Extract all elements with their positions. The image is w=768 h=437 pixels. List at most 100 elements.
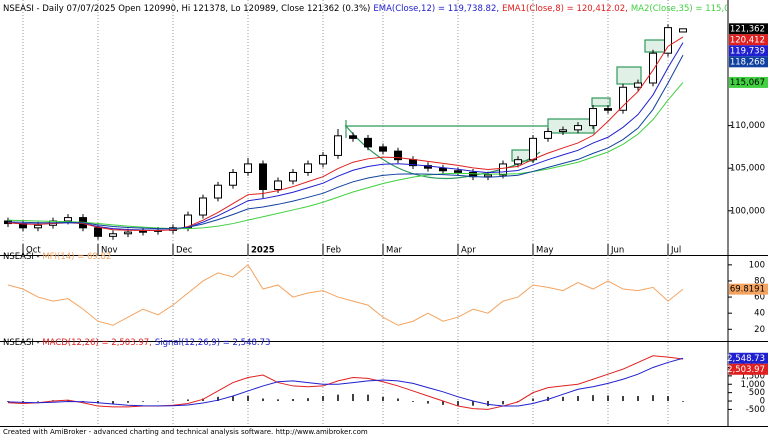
box xyxy=(616,66,642,85)
value-marker xyxy=(729,45,768,57)
value-marker xyxy=(729,363,768,375)
title: NSEASI - xyxy=(3,338,42,348)
pane-title: NSEASI - MFI(14) = 69.82 xyxy=(3,252,111,262)
candle-body xyxy=(589,108,597,127)
value-marker xyxy=(729,283,768,295)
box xyxy=(591,97,611,107)
candle-body xyxy=(484,174,492,178)
candle-body xyxy=(619,86,627,111)
x-tick-label: Jun xyxy=(610,246,624,256)
title: NSEASI - xyxy=(3,252,42,262)
candle-body xyxy=(109,233,117,237)
candle-body xyxy=(379,146,387,152)
candle-body xyxy=(544,131,552,139)
candle-body xyxy=(679,28,687,33)
y-tick-label: 0 xyxy=(760,397,765,407)
candle-body xyxy=(304,163,312,173)
y-tick-label: 500 xyxy=(749,388,765,398)
y-tick-label: 1,500 xyxy=(741,371,765,381)
value-marker xyxy=(729,352,768,364)
value-marker xyxy=(729,76,768,88)
legend-entry: MA2(Close,35) = 115,066.80, xyxy=(631,4,757,14)
x-tick-label: Apr xyxy=(461,246,476,256)
series-line xyxy=(7,82,684,230)
candle-body xyxy=(529,137,537,161)
candle-body xyxy=(139,230,147,233)
candle-body xyxy=(184,214,192,229)
y-tick-label: 1,000 xyxy=(741,380,765,390)
candle-body xyxy=(574,125,582,131)
candle-body xyxy=(34,224,42,229)
value-marker xyxy=(729,23,768,35)
candle-body xyxy=(259,163,267,190)
x-tick-label: May xyxy=(536,246,554,256)
x-tick-label: Feb xyxy=(326,246,341,256)
candle-body xyxy=(499,163,507,176)
pane-title: NSEASI - Daily 07/07/2025 Open 120990, H… xyxy=(3,4,768,14)
candle-body xyxy=(199,197,207,216)
pane-title: NSEASI - MACD(12,26) = 2,503.97, Signal(1… xyxy=(3,338,270,348)
candle-body xyxy=(94,227,102,237)
candle-body xyxy=(334,135,342,156)
series-line xyxy=(7,42,684,231)
y-tick-label: 100 xyxy=(749,260,765,270)
legend-entry: Signal(12,26,9) = 2,548.73 xyxy=(155,338,271,348)
x-tick-label: Mar xyxy=(386,246,403,256)
candle-body xyxy=(244,163,252,173)
x-tick-label: 2025 xyxy=(251,246,275,256)
candle-body xyxy=(364,137,372,148)
y-tick-label: 110,000 xyxy=(730,121,765,131)
value-marker-label: 119,739 xyxy=(730,46,765,56)
value-marker-label: 2,548.73 xyxy=(727,354,765,364)
box xyxy=(547,118,595,134)
candle-body xyxy=(604,108,612,111)
y-tick-label: 80 xyxy=(754,276,765,286)
series-line xyxy=(7,357,684,407)
y-tick-label: 20 xyxy=(754,325,765,335)
value-marker xyxy=(729,56,768,68)
candle-body xyxy=(394,150,402,161)
x-tick-label: Nov xyxy=(101,246,118,256)
value-marker xyxy=(729,34,768,46)
y-tick-label: 40 xyxy=(754,309,765,319)
series-line xyxy=(7,264,684,326)
value-marker-label: 118,268 xyxy=(730,57,765,67)
legend-entry: EMA(Close,12) = 119,738.82, xyxy=(373,4,499,14)
footer: Created with AmiBroker - advanced charti… xyxy=(3,428,368,436)
candle-body xyxy=(124,231,132,235)
candle-body xyxy=(664,27,672,54)
legend-entry: EMA1(Close,8) = 120,412.02, xyxy=(502,4,628,14)
y-tick-label: 105,000 xyxy=(730,164,765,174)
legend-entry: MFI(14) = 69.82 xyxy=(42,252,111,262)
series-line xyxy=(7,355,684,410)
y-tick-label: 100,000 xyxy=(730,206,765,216)
candle-body xyxy=(64,217,72,222)
candle-body xyxy=(649,52,657,84)
value-marker-label: 69.8191 xyxy=(730,285,765,295)
candle-body xyxy=(214,184,222,199)
candle-body xyxy=(229,171,237,186)
value-marker-label: 115,067 xyxy=(730,78,765,88)
candle-body xyxy=(454,170,462,173)
x-tick-label: Dec xyxy=(176,246,193,256)
legend-entry: MACD(12,26) = 2,503.97, xyxy=(42,338,152,348)
candle-body xyxy=(274,180,282,190)
title: NSEASI - Daily 07/07/2025 Open 120990, H… xyxy=(3,4,370,14)
series-line xyxy=(7,54,684,230)
candle-body xyxy=(349,135,357,139)
candle-body xyxy=(289,171,297,182)
candle-body xyxy=(439,167,447,172)
value-marker-label: 2,503.97 xyxy=(727,365,765,375)
candle-body xyxy=(319,154,327,165)
y-tick-label: 60 xyxy=(754,293,765,303)
y-tick-label: -500 xyxy=(746,405,765,415)
x-tick-label: Oct xyxy=(26,246,41,256)
candle-body xyxy=(634,82,642,88)
candle-body xyxy=(514,159,522,165)
series-line xyxy=(7,36,684,231)
candle-body xyxy=(559,129,567,133)
value-marker-label: 120,412 xyxy=(730,35,765,45)
x-tick-label: Jul xyxy=(670,246,681,256)
